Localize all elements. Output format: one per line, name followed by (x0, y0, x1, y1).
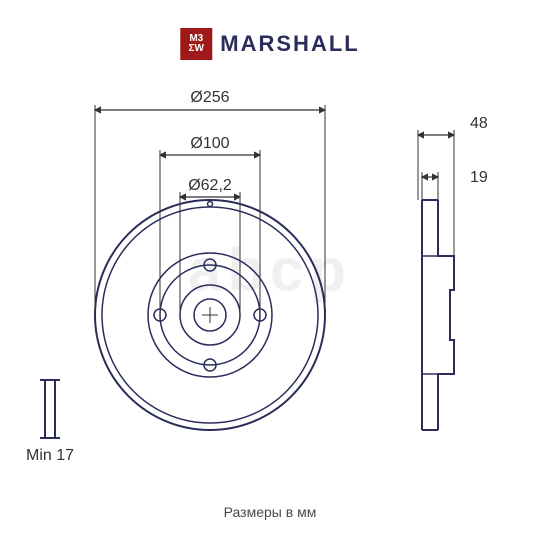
dim-offset-label: 48 (470, 115, 488, 132)
footer-units: Размеры в мм (0, 504, 540, 520)
dim-pcd: Ø100 (160, 135, 260, 315)
dim-thickness-label: 19 (470, 169, 488, 186)
dim-hub-label: Ø62,2 (188, 177, 232, 194)
side-view (422, 200, 454, 430)
front-view (95, 200, 325, 430)
dim-min-label: Min 17 (26, 447, 74, 464)
dim-thickness: 19 (422, 169, 488, 200)
technical-drawing: Ø256 Ø100 Ø62,2 48 19 Min 17 (0, 0, 540, 540)
dim-pcd-label: Ø100 (190, 135, 229, 152)
dim-outer-label: Ø256 (190, 89, 229, 106)
min-thickness-bracket (40, 380, 60, 438)
